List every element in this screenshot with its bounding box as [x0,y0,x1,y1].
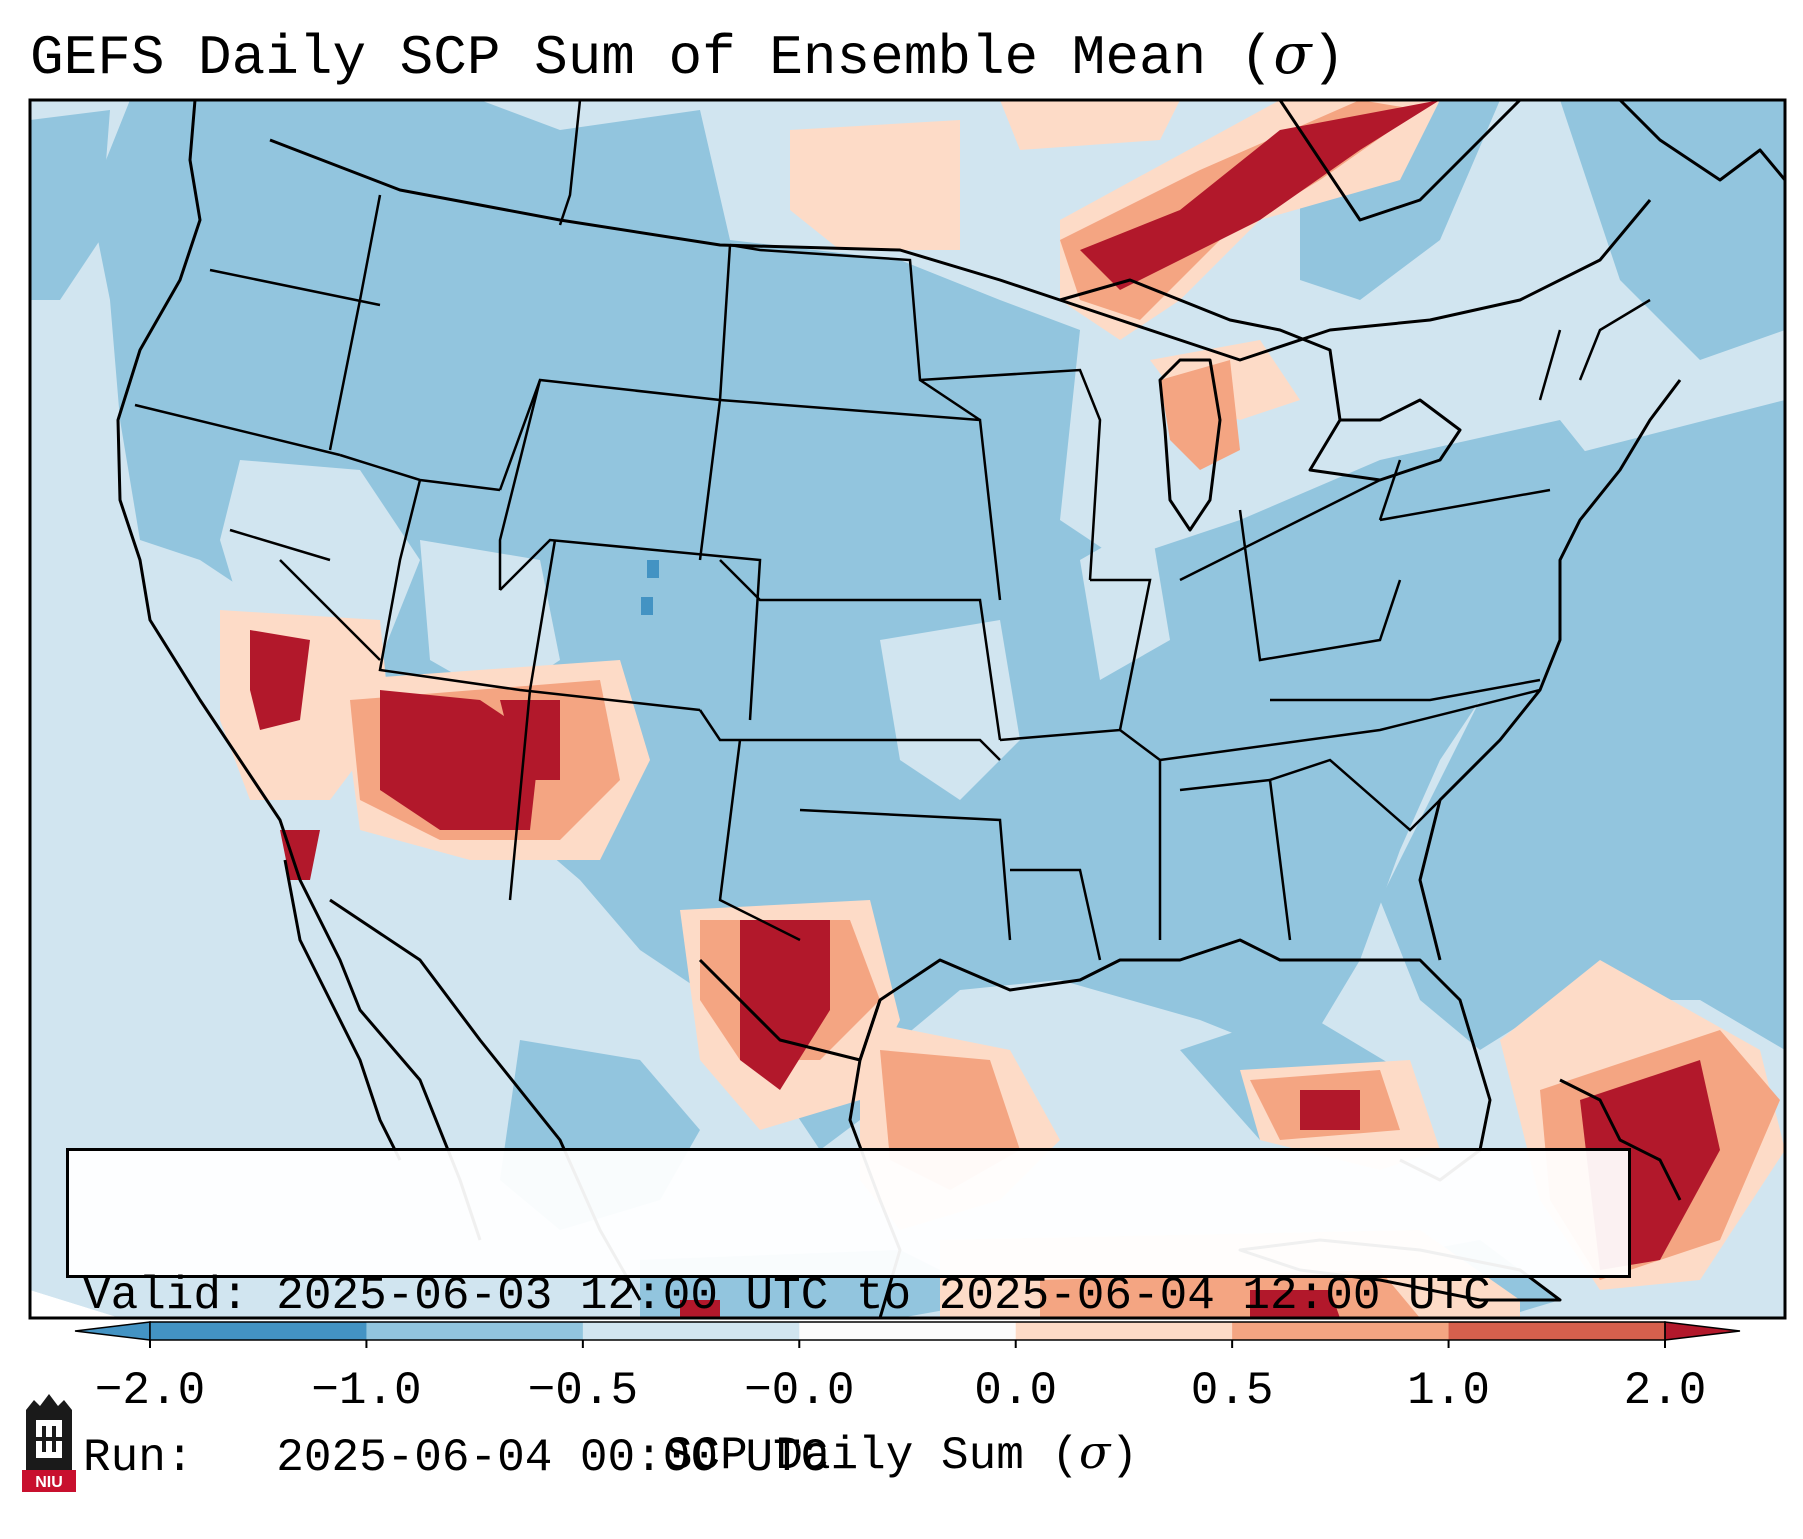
run-time: 2025-06-04 00:00 UTC [276,1432,829,1484]
valid-range: 2025-06-03 12:00 UTC to 2025-06-04 12:00… [276,1270,1491,1322]
state-borders [134,100,1651,961]
colorbar-tick-label: −0.0 [744,1365,855,1417]
colorbar-tick-label: 0.0 [974,1365,1058,1417]
valid-line: Valid: 2025-06-03 12:00 UTC to 2025-06-0… [83,1270,1491,1322]
colorbar-tick-label: 2.0 [1623,1365,1707,1417]
map-frame [28,98,1787,1320]
lake-michigan [1158,358,1222,532]
colorbar-extend-high [1664,1321,1741,1341]
labrador-coast [1618,100,1785,182]
field-blue-spot [641,597,653,615]
valid-run-info: Valid: 2025-06-03 12:00 UTC to 2025-06-0… [66,1148,1631,1484]
colorbar-tick-label: −1.0 [311,1365,422,1417]
colorbar-segment [366,1322,584,1340]
boundaries [116,100,1785,1319]
bahamas [1559,1078,1682,1201]
colorbar-segment [1232,1322,1450,1340]
us-coastline [116,100,482,1241]
colorbar-tick-label: −2.0 [94,1365,206,1417]
scp-map [28,98,1787,1348]
colorbar-segment [1448,1322,1666,1340]
canada-us-border [269,138,1652,362]
map-title: GEFS Daily SCP Sum of Ensemble Mean (σ) [30,22,1346,90]
baja-coast [283,859,402,1161]
run-line: Run: 2025-06-04 00:00 UTC [83,1432,829,1484]
field-light-blue [30,100,1260,1318]
colorbar-label: SCP Daily Sum (σ) [664,1425,1139,1482]
logo-text: NIU [35,1474,63,1491]
colorbar-segment [1015,1322,1233,1340]
colorbar-segment [582,1322,800,1340]
colorbar [74,1321,1741,1348]
atlantic-coast [1418,379,1682,961]
field-blue-spot [647,560,659,578]
niu-logo: NIU [22,1394,76,1492]
colorbar-segment [150,1322,367,1340]
colorbar-tick-label: 0.5 [1190,1365,1274,1417]
great-lakes [1059,278,1462,482]
colorbar-segment [799,1322,1017,1340]
hudson-bay-coast [1278,100,1522,222]
colorbar-outline [149,1321,1666,1341]
colorbar-tick-label: 1.0 [1407,1365,1490,1417]
colorbar-tick-label: −0.5 [527,1365,639,1417]
